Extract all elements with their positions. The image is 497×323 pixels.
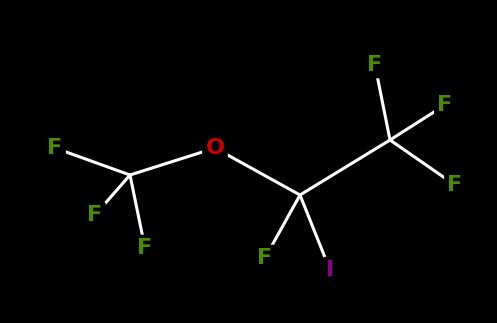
Text: F: F [87, 205, 102, 225]
Text: F: F [138, 238, 153, 258]
Text: F: F [257, 248, 272, 268]
Text: F: F [367, 55, 383, 75]
Text: F: F [447, 175, 463, 195]
Text: I: I [326, 260, 334, 280]
Text: F: F [47, 138, 63, 158]
Text: F: F [437, 95, 453, 115]
Text: O: O [205, 138, 225, 158]
